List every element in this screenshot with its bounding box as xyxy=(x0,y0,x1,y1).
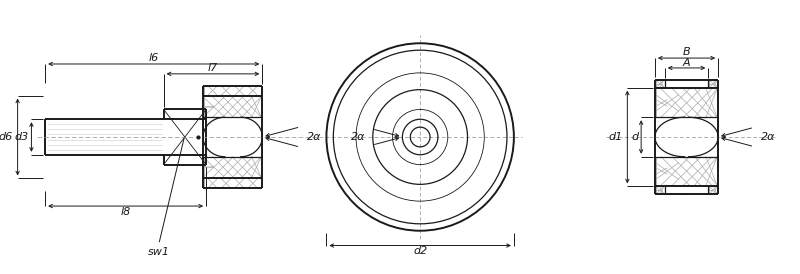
Text: l7: l7 xyxy=(208,63,218,73)
Text: 2α: 2α xyxy=(307,132,322,142)
Text: d3: d3 xyxy=(14,132,29,142)
Text: d: d xyxy=(631,132,638,142)
Text: l8: l8 xyxy=(121,207,130,217)
Text: l6: l6 xyxy=(149,53,159,63)
Text: B: B xyxy=(682,47,690,57)
Text: d1: d1 xyxy=(608,132,622,142)
Text: sw1: sw1 xyxy=(148,247,170,258)
Text: 2α: 2α xyxy=(350,132,366,142)
Text: A: A xyxy=(682,58,690,68)
Text: d2: d2 xyxy=(413,246,427,256)
Text: d6: d6 xyxy=(0,132,13,142)
Text: 2α: 2α xyxy=(761,132,776,142)
